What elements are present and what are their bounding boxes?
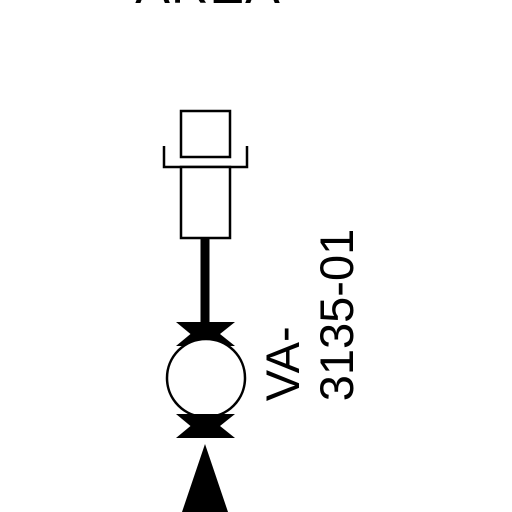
- valve-tag-line1: VA-: [256, 326, 309, 402]
- valve-tag-line2: 3135-01: [310, 228, 363, 402]
- outlet-arrow: [182, 444, 228, 512]
- area-label: AREA: [128, 0, 288, 12]
- upper-right-wedge: [176, 322, 235, 346]
- actuator-body: [179, 165, 232, 240]
- actuator-top-square: [179, 109, 232, 159]
- valve-ball: [165, 337, 247, 419]
- lower-right-wedge: [176, 414, 235, 438]
